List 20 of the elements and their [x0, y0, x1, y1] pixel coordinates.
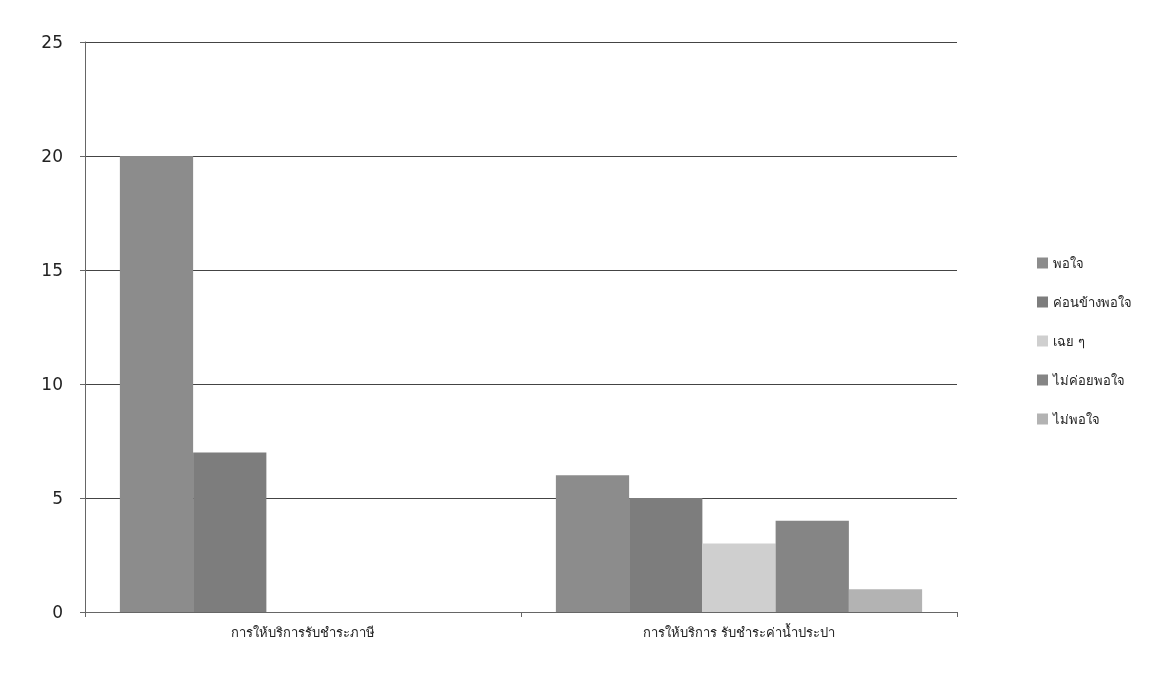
y-tick-label: 20 [41, 146, 63, 166]
y-tick-label: 10 [41, 374, 63, 394]
y-tick-label: 0 [52, 602, 63, 622]
legend-label: พอใจ [1053, 255, 1084, 271]
bar [702, 543, 776, 612]
x-tick-label: การให้บริการ รับชำระค่าน้ำประปา [642, 623, 836, 640]
y-tick-label: 15 [41, 260, 63, 280]
legend-label: ค่อนข้างพอใจ [1053, 294, 1132, 310]
bar [629, 498, 703, 612]
x-tick-label: การให้บริการรับชำระภาษี [231, 625, 375, 640]
legend-label: ไม่ค่อยพอใจ [1052, 372, 1125, 388]
y-tick-label: 25 [41, 32, 63, 52]
bar [775, 520, 849, 612]
y-tick-label: 5 [52, 488, 63, 508]
bar [193, 452, 267, 612]
bar [848, 589, 923, 612]
bar [555, 475, 630, 612]
legend-label: ไม่พอใจ [1052, 411, 1100, 427]
legend-label: เฉย ๆ [1053, 333, 1086, 349]
bar [119, 156, 194, 612]
